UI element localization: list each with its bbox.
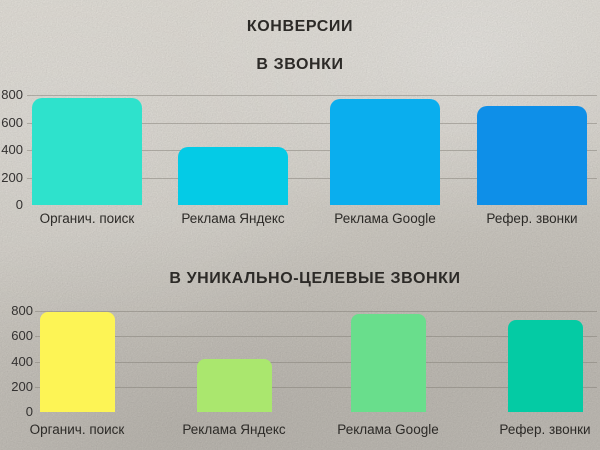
category-label: Органич. поиск [29,422,125,437]
gridline-400 [35,361,597,363]
category-label: Рефер. звонки [499,422,591,437]
bar [477,106,587,205]
bar [196,359,272,412]
bar [507,320,583,412]
gridline-200 [35,386,597,388]
bar [330,99,440,205]
y-axis-tick-600: 600 [1,114,23,130]
y-axis-tick-400: 400 [1,142,23,157]
chart1-title: В ЗВОНКИ [256,56,344,73]
chart-calls: 0 200 400 600 800 Органич. поиск Реклама Яндек… [0,87,600,238]
chart-unique-target-calls: 0 200 400 600 800 Органич. поиск Реклама Яндек… [0,300,600,450]
bar [350,314,426,412]
gridline-600 [27,122,597,124]
y-axis-tick-200: 200 [1,169,23,185]
y-axis-tick-200: 200 [11,378,33,394]
chart2-title: В УНИКАЛЬНО-ЦЕЛЕВЫЕ ЗВОНКИ [169,270,461,287]
y-axis-tick-600: 600 [11,328,33,344]
page-title: КОНВЕРСИИ [246,18,354,35]
gridline-600 [35,336,597,338]
gridline-800 [35,311,597,312]
y-axis-tick-800: 800 [11,303,33,318]
category-label: Реклама Яндекс [181,211,285,226]
category-label: Реклама Яндекс [182,422,286,437]
y-axis-tick-0: 0 [25,404,33,419]
y-axis-tick-800: 800 [1,87,23,102]
bar [178,147,288,205]
category-label: Рефер. звонки [486,211,578,226]
gridline-800 [27,95,597,96]
y-axis-tick-0: 0 [15,197,23,212]
gridline-400 [27,150,597,151]
bar [32,98,142,205]
bar [39,312,115,412]
category-label: Реклама Google [334,211,436,226]
y-axis-tick-400: 400 [11,353,33,369]
gridline-200 [27,177,597,179]
category-label: Реклама Google [337,422,439,437]
category-label: Органич. поиск [39,211,135,226]
